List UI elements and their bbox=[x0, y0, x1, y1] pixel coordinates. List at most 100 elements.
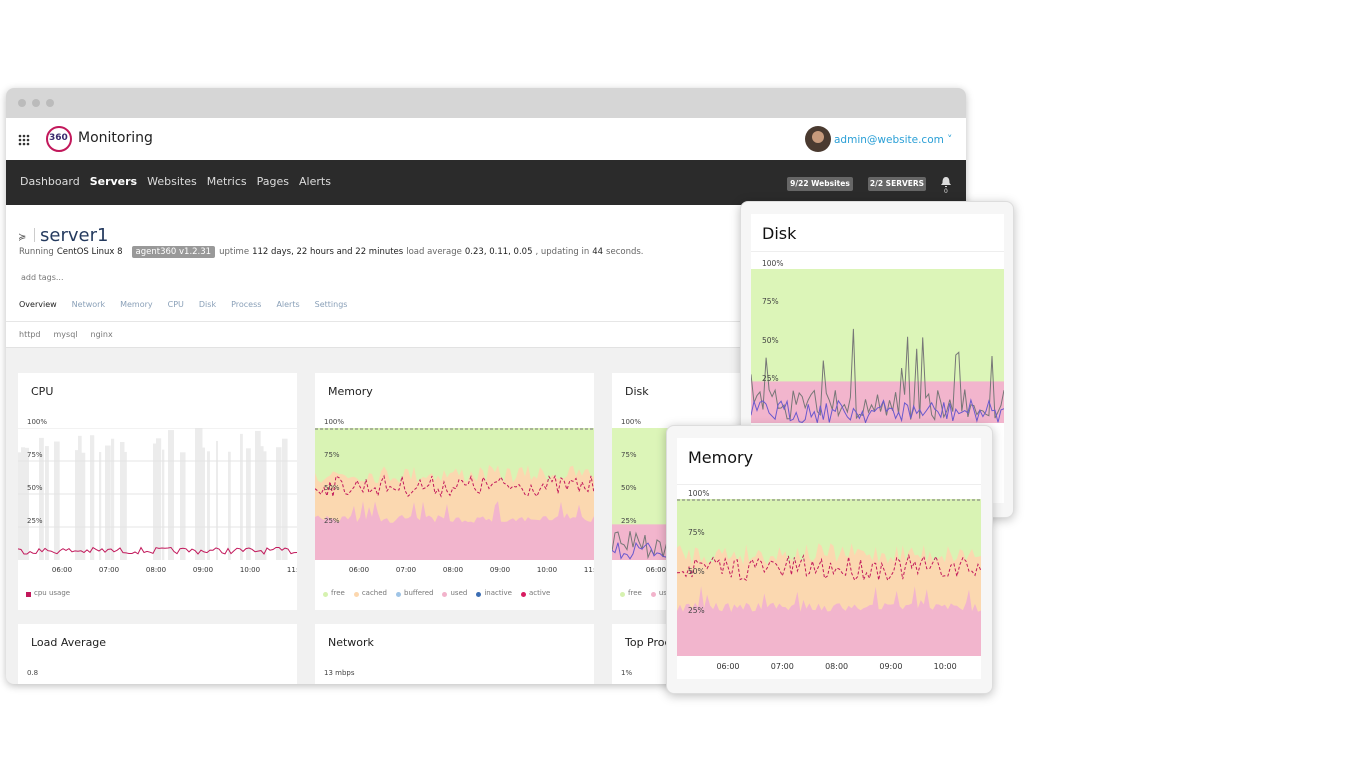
server-info: Running CentOS Linux 8 agent360 v1.2.31 upt… bbox=[19, 246, 646, 258]
nav-link[interactable]: Websites bbox=[147, 175, 197, 188]
nav-link[interactable]: Dashboard bbox=[20, 175, 80, 188]
y-tick-label: 50% bbox=[324, 484, 340, 492]
x-tick-label: 06:00 bbox=[348, 566, 370, 574]
cpu-spike bbox=[171, 444, 174, 560]
chart-plot bbox=[315, 428, 594, 560]
service-tab[interactable]: nginx bbox=[90, 330, 113, 339]
cpu-spike bbox=[201, 447, 205, 560]
cpu-spike bbox=[105, 445, 111, 560]
service-tab[interactable]: httpd bbox=[19, 330, 41, 339]
cpu-spike bbox=[255, 430, 261, 560]
y-tick-label: 75% bbox=[688, 527, 705, 537]
header: 360 Monitoring admin@website.com ˅ bbox=[6, 118, 966, 160]
cpu-spike bbox=[24, 447, 30, 560]
info-text: uptime bbox=[219, 247, 250, 257]
tab[interactable]: Disk bbox=[198, 300, 217, 309]
cpu-spike bbox=[120, 442, 125, 560]
cpu-line bbox=[18, 546, 297, 555]
nav-link[interactable]: Alerts bbox=[299, 175, 331, 188]
y-tick-label: 25% bbox=[688, 606, 705, 616]
bell-icon[interactable] bbox=[940, 176, 952, 188]
y-tick-label: 0.8 bbox=[27, 669, 39, 677]
y-tick-label: 1% bbox=[621, 669, 633, 677]
chart-card: Network 13 mbps bbox=[315, 624, 594, 684]
tab[interactable]: Settings bbox=[314, 300, 348, 309]
apps-icon[interactable] bbox=[18, 134, 30, 146]
io-line bbox=[751, 398, 1004, 423]
y-tick-label: 25% bbox=[324, 517, 340, 525]
server-name: server1 bbox=[40, 225, 109, 246]
x-tick-label: 09:00 bbox=[192, 566, 214, 574]
x-tick-label: 10:00 bbox=[536, 566, 558, 574]
y-tick-label: 75% bbox=[324, 451, 340, 459]
user-menu[interactable]: admin@website.com ˅ bbox=[834, 134, 953, 146]
x-tick-label: 09:00 bbox=[879, 662, 903, 671]
card-title: Load Average bbox=[31, 636, 107, 649]
legend-swatch bbox=[521, 592, 526, 597]
add-tags[interactable]: add tags... bbox=[21, 273, 64, 282]
avatar[interactable] bbox=[805, 126, 831, 152]
logo-text: 360 bbox=[49, 133, 68, 143]
legend-label: active bbox=[529, 589, 551, 597]
zoom-panel: Memory 100% 75% 50% 25% 06:00 07:00 08:00 09:00 1… bbox=[666, 425, 993, 694]
card-title: Disk bbox=[625, 385, 649, 398]
y-tick-label: 25% bbox=[621, 517, 637, 525]
cpu-spike bbox=[180, 452, 186, 560]
info-text: 112 days, 22 hours and 22 minutes bbox=[252, 247, 404, 257]
cpu-spike bbox=[99, 451, 102, 560]
nav-bar: 0 Dashboard Servers Websites Metrics Pages Al… bbox=[6, 160, 966, 205]
count-badge[interactable]: 2/2 SERVERS bbox=[868, 177, 926, 191]
info-text: , updating in bbox=[535, 247, 590, 257]
service-tab[interactable]: mysql bbox=[53, 330, 78, 339]
cpu-spike bbox=[54, 441, 60, 560]
cpu-spike bbox=[123, 451, 127, 560]
tab[interactable]: Memory bbox=[120, 300, 153, 309]
count-badge[interactable]: 9/22 Websites bbox=[787, 177, 853, 191]
used-area bbox=[677, 586, 981, 656]
card-title: Network bbox=[328, 636, 374, 649]
window-dots bbox=[18, 99, 54, 107]
active-line bbox=[315, 474, 594, 498]
info-text: load average bbox=[406, 247, 462, 257]
cpu-spike bbox=[168, 430, 174, 560]
tab[interactable]: Alerts bbox=[276, 300, 300, 309]
chart-card: Load Average 0.8 bbox=[18, 624, 297, 684]
cpu-spike bbox=[21, 447, 26, 560]
x-tick-label: 06:00 bbox=[645, 566, 667, 574]
x-tick-label: 07:00 bbox=[770, 662, 794, 671]
cpu-spike bbox=[228, 451, 231, 560]
nav-link[interactable]: Metrics bbox=[206, 175, 247, 188]
nav-link[interactable]: Servers bbox=[89, 175, 138, 188]
legend-label: cpu usage bbox=[34, 589, 71, 597]
y-tick-label: 100% bbox=[621, 418, 642, 426]
legend-label: cached bbox=[361, 589, 387, 597]
legend-swatch bbox=[620, 592, 625, 597]
y-tick-label: 50% bbox=[688, 567, 705, 576]
agent-badge: agent360 v1.2.31 bbox=[131, 246, 216, 258]
chart-plot bbox=[18, 428, 297, 560]
nav-link[interactable]: Pages bbox=[256, 175, 290, 188]
y-tick-label: 100% bbox=[762, 258, 784, 268]
legend-swatch bbox=[650, 592, 656, 597]
tab[interactable]: Overview bbox=[19, 300, 57, 309]
chart-card: CPU 100% 75% 50% 25% 06:00 07:00 08:00 09:00 10:0… bbox=[18, 373, 297, 610]
x-tick-label: 06:00 bbox=[51, 566, 73, 574]
active-line bbox=[677, 553, 981, 582]
tab[interactable]: Process bbox=[231, 300, 262, 309]
x-tick-label: 06:00 bbox=[716, 662, 740, 671]
cpu-spike bbox=[75, 450, 79, 560]
legend-swatch bbox=[396, 592, 401, 597]
y-tick-label: 50% bbox=[621, 484, 637, 492]
card-title: Top Proc bbox=[625, 636, 671, 649]
y-tick-label: 75% bbox=[621, 451, 637, 459]
legend-swatch bbox=[476, 592, 482, 597]
tab[interactable]: CPU bbox=[167, 300, 184, 309]
chart-plot bbox=[677, 499, 981, 656]
y-tick-label: 50% bbox=[762, 335, 779, 345]
used-area bbox=[315, 501, 594, 560]
chart-plot bbox=[751, 269, 1004, 423]
tab[interactable]: Network bbox=[71, 300, 106, 309]
collapse-icon[interactable]: ≽ bbox=[18, 232, 27, 243]
card-title: Memory bbox=[328, 385, 373, 398]
